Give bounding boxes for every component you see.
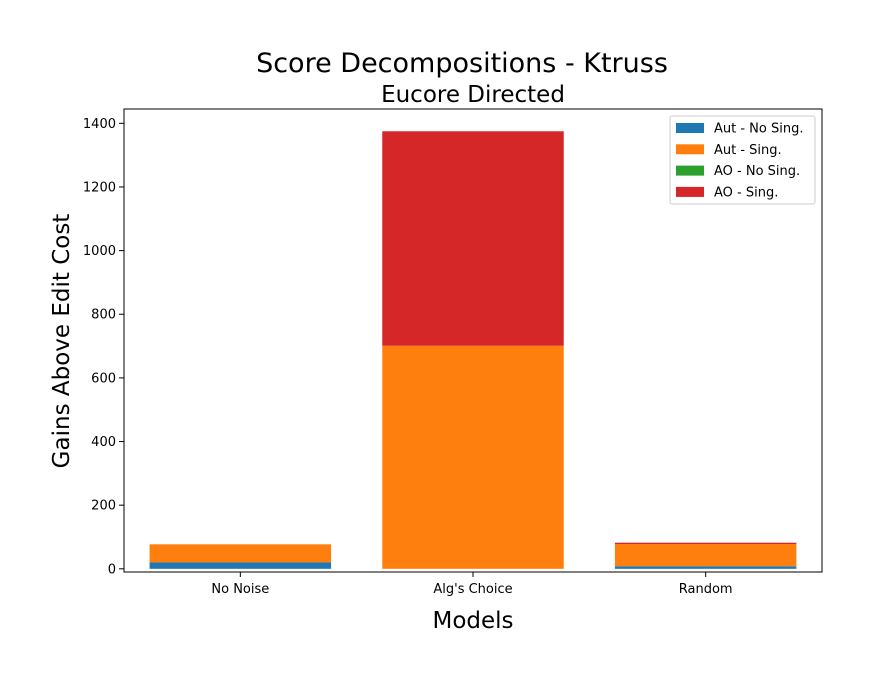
y-tick-label: 1200 <box>83 180 116 195</box>
legend-label: AO - Sing. <box>714 185 778 200</box>
legend-swatch <box>676 144 704 155</box>
legend-swatch <box>676 123 704 133</box>
y-tick-label: 200 <box>91 499 116 514</box>
x-tick-label: Alg's Choice <box>433 582 512 597</box>
y-tick-label: 800 <box>91 308 116 323</box>
bar-segment <box>614 544 797 567</box>
legend-frame <box>669 115 816 205</box>
legend-label: AO - No Sing. <box>714 164 800 179</box>
y-tick-label: 600 <box>91 371 116 386</box>
bar-segment <box>382 131 564 346</box>
x-axis: No Noise Alg's Choice Random <box>211 572 733 597</box>
y-tick-label: 1400 <box>83 117 116 132</box>
legend-label: Aut - No Sing. <box>714 122 803 137</box>
legend-swatch <box>676 186 704 197</box>
bar-segment <box>149 544 332 563</box>
plot-frame <box>123 108 823 573</box>
bar-segment <box>614 542 797 544</box>
x-tick-label: Random <box>679 582 733 597</box>
legend-label: Aut - Sing. <box>714 143 782 158</box>
bar-segment <box>149 562 332 569</box>
y-tick-label: 0 <box>108 562 116 577</box>
chart-title: Score Decompositions - Ktruss <box>256 48 668 79</box>
legend-swatch <box>676 165 704 176</box>
x-axis-label: Models <box>432 608 513 634</box>
bars-group <box>149 131 797 569</box>
y-axis: 0 200 400 600 800 1000 1200 1400 <box>83 117 124 577</box>
chart-subtitle: Eucore Directed <box>381 82 565 108</box>
y-tick-label: 400 <box>91 435 116 450</box>
y-tick-label: 1000 <box>83 244 116 259</box>
x-tick-label: No Noise <box>211 582 269 597</box>
bar-segment <box>614 566 797 569</box>
legend: Aut - No Sing. Aut - Sing. AO - No Sing. AO… <box>669 115 816 205</box>
y-axis-label: Gains Above Edit Cost <box>49 214 75 469</box>
bar-segment <box>382 345 564 569</box>
